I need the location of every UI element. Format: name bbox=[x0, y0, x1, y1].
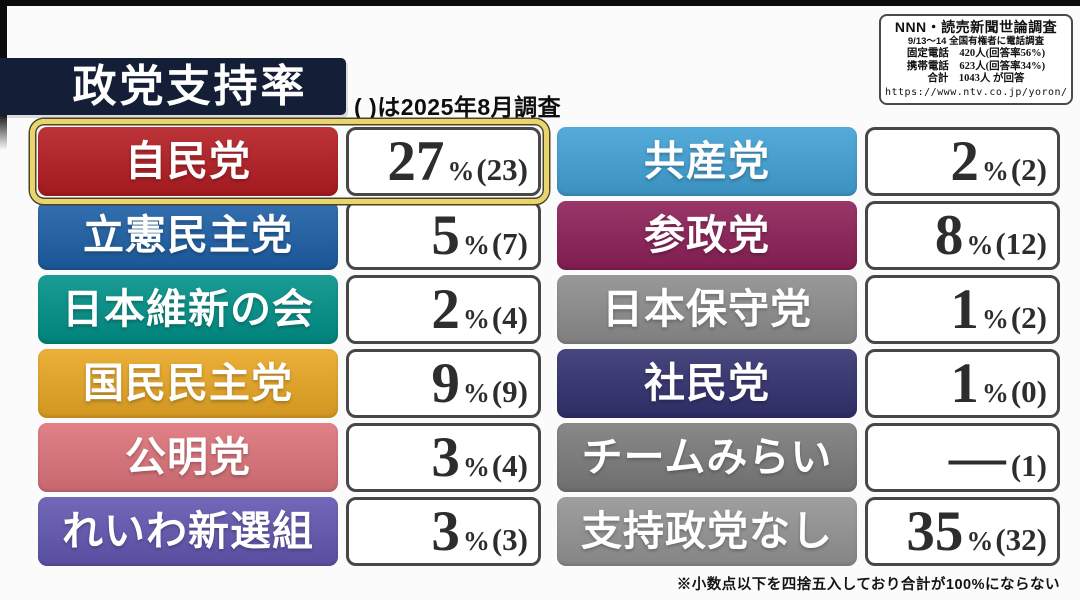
percent-sign: % bbox=[462, 526, 490, 556]
party-value-box: 35 % (32) bbox=[865, 497, 1060, 566]
previous-value: (1) bbox=[1010, 448, 1047, 483]
support-value: 9 bbox=[431, 352, 460, 415]
survey-info-box: NNN・読売新聞世論調査 9/13～14 全国有権者に電話調査 固定電話 420… bbox=[879, 14, 1073, 105]
party-name: 日本保守党 bbox=[602, 286, 812, 332]
party-name-box: 自民党 bbox=[38, 127, 338, 196]
percent-sign: % bbox=[981, 378, 1009, 408]
party-row-rikken: 立憲民主党 5 % (7) bbox=[38, 201, 541, 270]
party-row-komeito: 公明党 3 % (4) bbox=[38, 423, 541, 492]
party-row-kokumin: 国民民主党 9 % (9) bbox=[38, 349, 541, 418]
rounding-footnote: ※小数点以下を四捨五入しており合計が100%にならない bbox=[676, 577, 1060, 593]
party-value-box: 3 % (4) bbox=[346, 423, 541, 492]
party-table: 自民党 27 % (23) 立憲民主党 5 % (7) 日本維新の会 2 bbox=[30, 119, 1060, 566]
previous-value: (3) bbox=[491, 522, 528, 557]
party-name-box: 立憲民主党 bbox=[38, 201, 338, 270]
percent-sign: % bbox=[447, 156, 475, 186]
party-value-box: 2 % (2) bbox=[865, 127, 1060, 196]
party-row-sanseito: 参政党 8 % (12) bbox=[557, 201, 1060, 270]
party-name-box: 共産党 bbox=[557, 127, 857, 196]
party-row-kyosanto: 共産党 2 % (2) bbox=[557, 127, 1060, 196]
video-top-edge bbox=[0, 0, 1080, 6]
previous-value: (7) bbox=[491, 226, 528, 261]
party-name-box: 日本保守党 bbox=[557, 275, 857, 344]
party-value-box: 9 % (9) bbox=[346, 349, 541, 418]
party-name: 社民党 bbox=[644, 360, 770, 406]
party-name: 自民党 bbox=[125, 138, 251, 184]
survey-method: 9/13～14 全国有権者に電話調査 bbox=[907, 36, 1045, 47]
previous-value: (12) bbox=[995, 226, 1047, 261]
previous-value: (9) bbox=[491, 374, 528, 409]
party-name: 日本維新の会 bbox=[62, 286, 314, 332]
survey-total: 合計 1043人 が回答 bbox=[927, 73, 1025, 84]
survey-url: https://www.ntv.co.jp/yoron/ bbox=[885, 86, 1068, 98]
previous-value: (2) bbox=[1010, 152, 1047, 187]
party-value-box: — (1) bbox=[865, 423, 1060, 492]
support-value: 27 bbox=[387, 130, 445, 193]
party-value-box: 27 % (23) bbox=[346, 127, 541, 196]
party-name: 共産党 bbox=[644, 138, 770, 184]
party-name-box: 国民民主党 bbox=[38, 349, 338, 418]
party-value-box: 1 % (0) bbox=[865, 349, 1060, 418]
support-value: 5 bbox=[431, 204, 460, 267]
percent-sign: % bbox=[981, 156, 1009, 186]
party-row-shaminto: 社民党 1 % (0) bbox=[557, 349, 1060, 418]
party-row-team-mirai: チームみらい — (1) bbox=[557, 423, 1060, 492]
party-name: 支持政党なし bbox=[581, 508, 833, 554]
survey-landline: 固定電話 420人(回答率56%) bbox=[906, 48, 1046, 59]
previous-value: (23) bbox=[476, 152, 528, 187]
support-value: 1 bbox=[950, 278, 979, 341]
party-name-box: 参政党 bbox=[557, 201, 857, 270]
party-row-reiwa: れいわ新選組 3 % (3) bbox=[38, 497, 541, 566]
percent-sign: % bbox=[462, 304, 490, 334]
percent-sign: % bbox=[966, 526, 994, 556]
party-value-box: 3 % (3) bbox=[346, 497, 541, 566]
party-row-no-party: 支持政党なし 35 % (32) bbox=[557, 497, 1060, 566]
party-name-box: チームみらい bbox=[557, 423, 857, 492]
page-title-bar: 政党支持率 bbox=[0, 58, 346, 115]
support-value: 1 bbox=[950, 352, 979, 415]
party-name-box: 支持政党なし bbox=[557, 497, 857, 566]
party-name: 国民民主党 bbox=[83, 360, 293, 406]
percent-sign: % bbox=[981, 304, 1009, 334]
page-title: 政党支持率 bbox=[72, 61, 308, 111]
percent-sign: % bbox=[966, 230, 994, 260]
previous-value: (4) bbox=[491, 300, 528, 335]
party-row-ishin: 日本維新の会 2 % (4) bbox=[38, 275, 541, 344]
support-value: 35 bbox=[906, 500, 964, 563]
survey-mobile: 携帯電話 623人(回答率34%) bbox=[906, 60, 1046, 72]
party-name: 参政党 bbox=[644, 212, 770, 258]
party-name: 公明党 bbox=[125, 434, 251, 480]
party-row-hoshuto: 日本保守党 1 % (2) bbox=[557, 275, 1060, 344]
previous-value: (4) bbox=[491, 448, 528, 483]
previous-value: (2) bbox=[1010, 300, 1047, 335]
survey-title: NNN・読売新聞世論調査 bbox=[894, 19, 1058, 35]
party-name: チームみらい bbox=[581, 434, 833, 480]
previous-value: (32) bbox=[995, 522, 1047, 557]
previous-value: (0) bbox=[1010, 374, 1047, 409]
percent-sign: % bbox=[462, 230, 490, 260]
party-value-box: 5 % (7) bbox=[346, 201, 541, 270]
party-name-box: 公明党 bbox=[38, 423, 338, 492]
party-value-box: 1 % (2) bbox=[865, 275, 1060, 344]
party-name: 立憲民主党 bbox=[83, 212, 293, 258]
party-name-box: 日本維新の会 bbox=[38, 275, 338, 344]
party-name-box: 社民党 bbox=[557, 349, 857, 418]
party-row-jiminto: 自民党 27 % (23) bbox=[30, 119, 549, 204]
party-name-box: れいわ新選組 bbox=[38, 497, 338, 566]
page-subtitle: ( )は2025年8月調査 bbox=[354, 94, 562, 120]
support-value: 8 bbox=[934, 204, 964, 267]
support-value: 3 bbox=[431, 426, 460, 489]
support-value: 2 bbox=[950, 130, 979, 193]
support-value: 2 bbox=[431, 278, 460, 341]
party-value-box: 8 % (12) bbox=[865, 201, 1060, 270]
percent-sign: % bbox=[462, 452, 490, 482]
support-value: 3 bbox=[431, 500, 460, 563]
party-value-box: 2 % (4) bbox=[346, 275, 541, 344]
support-value: — bbox=[948, 426, 1006, 489]
percent-sign: % bbox=[462, 378, 490, 408]
party-name: れいわ新選組 bbox=[62, 508, 314, 554]
